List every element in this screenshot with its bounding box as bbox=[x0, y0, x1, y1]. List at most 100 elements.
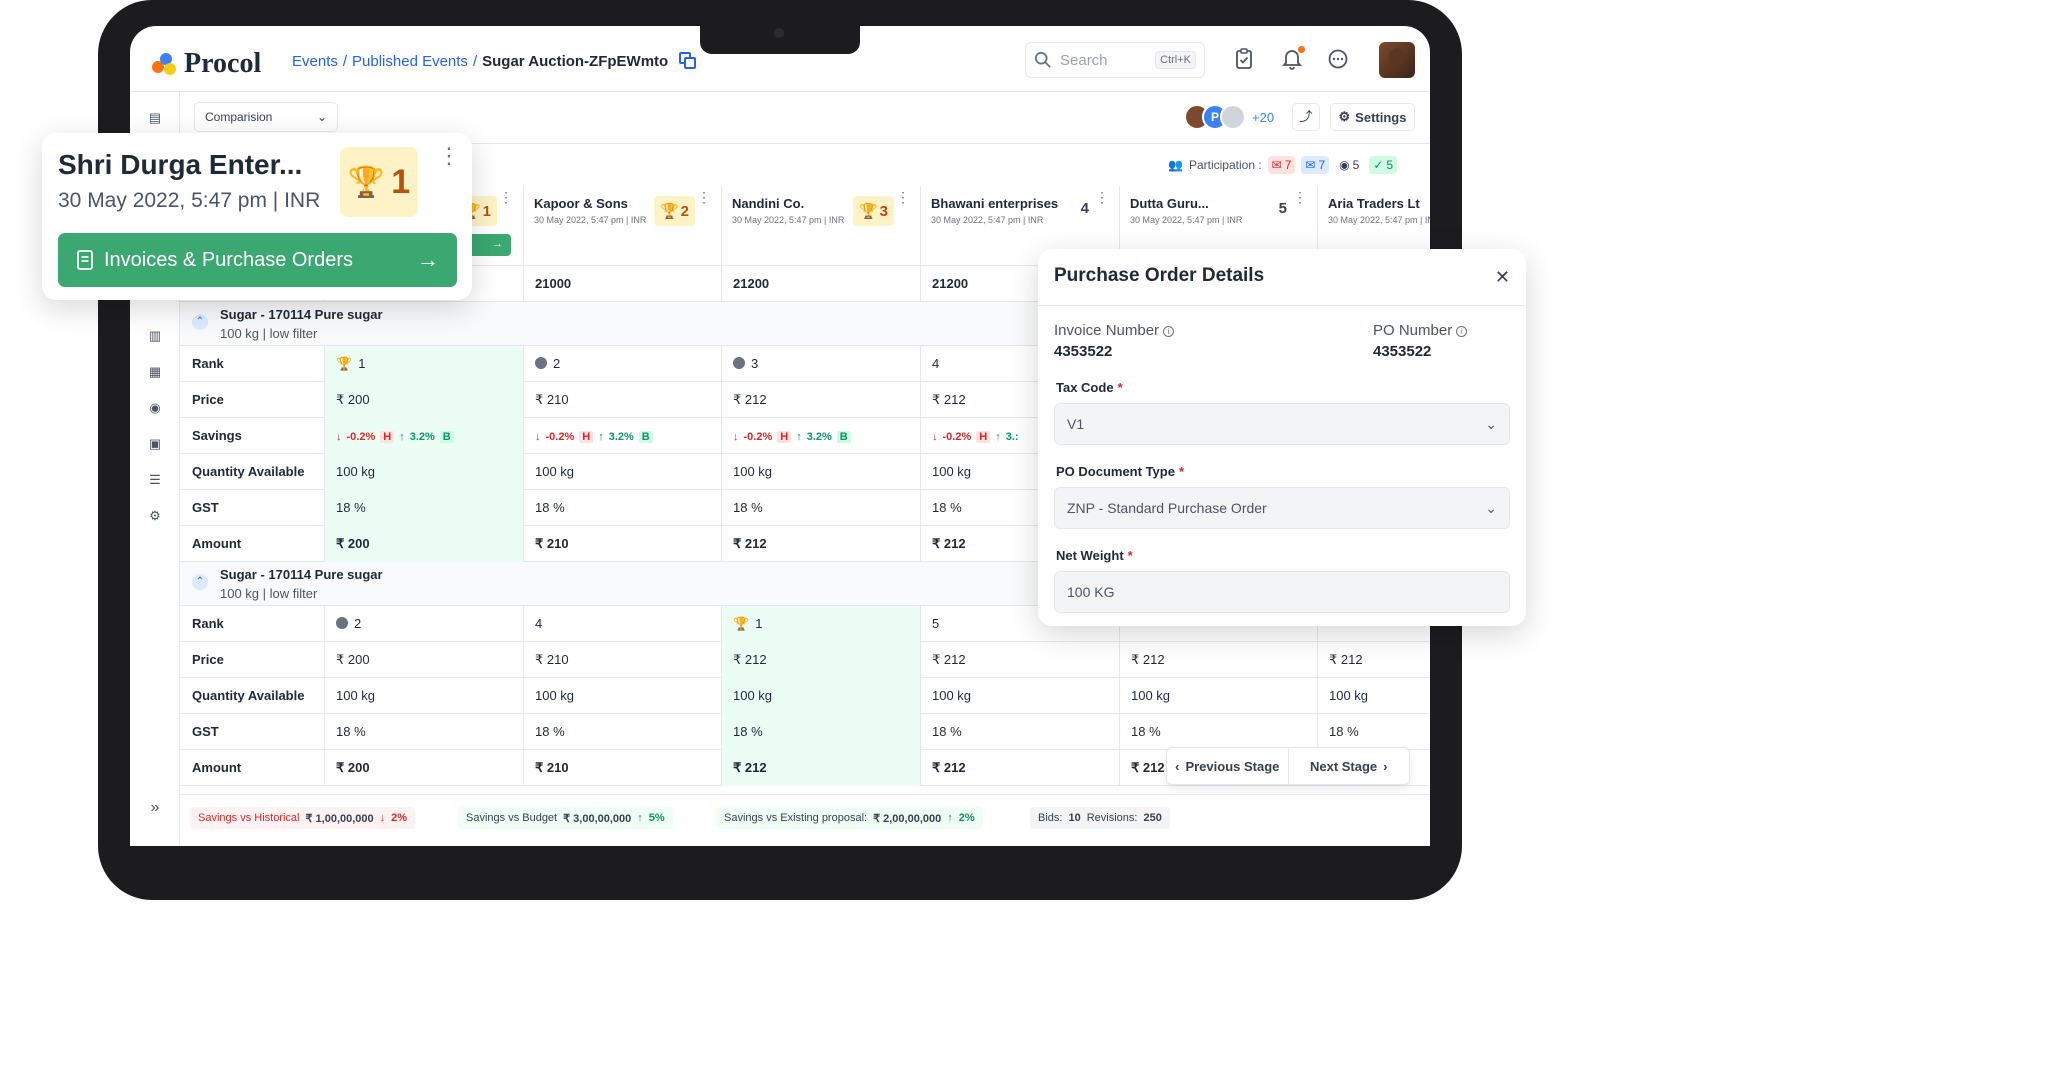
vendor-summary-card: Shri Durga Enter... 30 May 2022, 5:47 pm… bbox=[42, 133, 472, 300]
net-weight-value: 100 KG bbox=[1067, 584, 1115, 600]
participation-label: Participation : bbox=[1188, 158, 1262, 172]
chevron-up-icon[interactable]: ⌃ bbox=[192, 574, 208, 590]
next-stage-button[interactable]: Next Stage › bbox=[1289, 748, 1410, 784]
purchase-order-panel: Purchase Order Details ✕ Invoice Number i… bbox=[1038, 249, 1526, 626]
net-weight-label: Net Weight * bbox=[1056, 548, 1133, 563]
price-cell: ₹ 200 bbox=[325, 642, 524, 678]
participation-accepted[interactable]: ✓ 5 bbox=[1369, 156, 1398, 174]
more-options-icon[interactable]: ⋮ bbox=[1095, 189, 1109, 205]
more-options-icon[interactable]: ⋮ bbox=[1293, 189, 1307, 205]
share-button[interactable]: ⤴ bbox=[1292, 103, 1320, 131]
more-options-icon[interactable]: ⋮ bbox=[438, 143, 460, 168]
savings-existing-value: ₹ 2,00,00,000 bbox=[873, 812, 942, 825]
table-row: Price ₹ 200 ₹ 210 ₹ 212 ₹ 212 ₹ 212 ₹ 21… bbox=[180, 642, 1430, 678]
rank-cell: 3 bbox=[722, 346, 921, 382]
gst-cell: 18 % bbox=[524, 714, 722, 750]
sidebar-chart-icon[interactable]: ▥ bbox=[148, 328, 162, 343]
logo[interactable]: Procol bbox=[152, 48, 261, 80]
info-icon[interactable]: i bbox=[1456, 326, 1468, 337]
chat-icon[interactable] bbox=[1326, 48, 1350, 72]
chevron-right-icon: › bbox=[1383, 758, 1388, 774]
tax-code-label: Tax Code * bbox=[1056, 380, 1123, 395]
search-icon bbox=[1034, 51, 1051, 68]
view-dropdown[interactable]: Comparision ⌄ bbox=[194, 102, 338, 132]
bids-value: 10 bbox=[1068, 812, 1081, 824]
participation-opened-count: 7 bbox=[1318, 158, 1326, 172]
sidebar-calendar-icon[interactable]: ▦ bbox=[148, 364, 162, 379]
user-avatar[interactable] bbox=[1379, 42, 1415, 78]
gst-cell: 18 % bbox=[1329, 724, 1359, 739]
vendor-name: Shri Durga Enter... bbox=[58, 149, 303, 180]
rank-value: 5 bbox=[1278, 200, 1287, 217]
more-options-icon[interactable]: ⋮ bbox=[896, 189, 910, 205]
sidebar-layout-icon[interactable]: ▤ bbox=[148, 110, 162, 125]
vendor-name[interactable]: Aria Traders Ltd. bbox=[1328, 196, 1420, 211]
row-label: Quantity Available bbox=[180, 678, 325, 714]
participation-opened[interactable]: ✉ 7 bbox=[1301, 156, 1330, 174]
budget-tag: B bbox=[439, 431, 454, 443]
more-options-icon[interactable]: ⋮ bbox=[499, 189, 513, 205]
participation-summary: 👥 Participation : ✉ 7 ✉ 7 ◉ 5 ✓ 5 bbox=[1168, 156, 1398, 174]
breadcrumb-published-events[interactable]: Published Events bbox=[352, 52, 468, 70]
sidebar-eye-icon[interactable]: ◉ bbox=[149, 400, 161, 415]
savings-cell: ↓ -0.2% H ↑ 3.2% B bbox=[524, 418, 722, 454]
vendor-meta: 30 May 2022, 5:47 pm | INR bbox=[534, 215, 647, 225]
search-input[interactable]: Search Ctrl+K bbox=[1025, 42, 1205, 78]
sidebar-settings-icon[interactable]: ⚙ bbox=[149, 508, 161, 523]
more-collaborators[interactable]: +20 bbox=[1252, 109, 1275, 125]
rank-cell: 2 bbox=[325, 606, 524, 642]
gst-cell: 18 % bbox=[1120, 714, 1318, 750]
breadcrumb-events[interactable]: Events bbox=[292, 52, 338, 70]
vendor-name[interactable]: Dutta Guru... bbox=[1130, 196, 1209, 211]
collaborator-avatars[interactable]: P +20 bbox=[1184, 104, 1274, 130]
gst-cell: 18 % bbox=[722, 490, 921, 526]
settings-button[interactable]: ⚙ Settings bbox=[1330, 103, 1415, 131]
rank-value: 1 bbox=[391, 162, 411, 201]
sidebar-expand-icon[interactable]: » bbox=[150, 799, 160, 816]
qty-cell: 100 kg bbox=[524, 678, 722, 714]
po-document-type-label: PO Document Type * bbox=[1056, 464, 1184, 479]
table-row: Rank 🏆 1 2 3 4 bbox=[180, 346, 1430, 382]
rank-cell: 4 bbox=[524, 606, 722, 642]
invoices-purchase-orders-button[interactable]: Invoices & Purchase Orders → bbox=[58, 233, 457, 287]
clipboard-check-icon[interactable] bbox=[1232, 48, 1256, 72]
price-cell: ₹ 212 bbox=[1329, 652, 1363, 667]
trophy-icon: 🏆 bbox=[733, 616, 750, 631]
trophy-icon: 🏆 bbox=[858, 203, 878, 220]
net-weight-input[interactable]: 100 KG bbox=[1054, 571, 1510, 613]
row-label: Rank bbox=[180, 606, 325, 642]
bids-label: Bids: bbox=[1038, 812, 1063, 824]
vendor-name[interactable]: Nandini Co. bbox=[732, 196, 805, 211]
savings-down-value: -0.2% bbox=[743, 431, 773, 443]
bell-icon[interactable] bbox=[1280, 46, 1305, 72]
tax-code-select[interactable]: V1 ⌄ bbox=[1054, 403, 1510, 445]
table-row: Amount ₹ 200 ₹ 210 ₹ 212 ₹ 212 ₹ 212 bbox=[180, 750, 1430, 786]
row-label: Quantity Available bbox=[180, 454, 325, 490]
qty-cell: 100 kg bbox=[722, 454, 921, 490]
net-weight-label-text: Net Weight bbox=[1056, 548, 1124, 563]
po-document-type-select[interactable]: ZNP - Standard Purchase Order ⌄ bbox=[1054, 487, 1510, 529]
vendor-name[interactable]: Kapoor & Sons bbox=[534, 196, 628, 211]
sidebar-grid-icon[interactable]: ▣ bbox=[148, 436, 162, 451]
rank-cell: 2 bbox=[524, 346, 722, 382]
rank-cell: 🏆 1 bbox=[722, 606, 921, 642]
previous-stage-button[interactable]: ‹ Previous Stage bbox=[1167, 748, 1289, 784]
vendor-name[interactable]: Bhawani enterprises bbox=[931, 196, 1059, 211]
participation-viewed[interactable]: ◉ 5 bbox=[1335, 156, 1363, 174]
copy-icon[interactable] bbox=[679, 52, 697, 70]
total-cell: 21000 bbox=[524, 266, 722, 302]
sidebar-list-icon[interactable]: ☰ bbox=[149, 472, 161, 487]
info-icon[interactable]: i bbox=[1163, 326, 1175, 337]
more-options-icon[interactable]: ⋮ bbox=[697, 189, 711, 205]
trophy-icon: 🏆 bbox=[336, 356, 353, 371]
price-cell: ₹ 200 bbox=[325, 382, 524, 418]
gst-cell: 18 % bbox=[921, 714, 1120, 750]
chevron-up-icon[interactable]: ⌃ bbox=[192, 314, 208, 330]
item-title: Sugar - 170114 Pure sugar bbox=[220, 307, 383, 322]
participation-mail[interactable]: ✉ 7 bbox=[1267, 156, 1296, 174]
rank-value: 2 bbox=[354, 616, 362, 631]
po-number-label: PO Number i bbox=[1373, 322, 1468, 339]
close-icon[interactable]: ✕ bbox=[1494, 267, 1510, 287]
table-row: Amount ₹ 200 ₹ 210 ₹ 212 ₹ 212 bbox=[180, 526, 1430, 562]
historical-tag: H bbox=[976, 431, 991, 443]
